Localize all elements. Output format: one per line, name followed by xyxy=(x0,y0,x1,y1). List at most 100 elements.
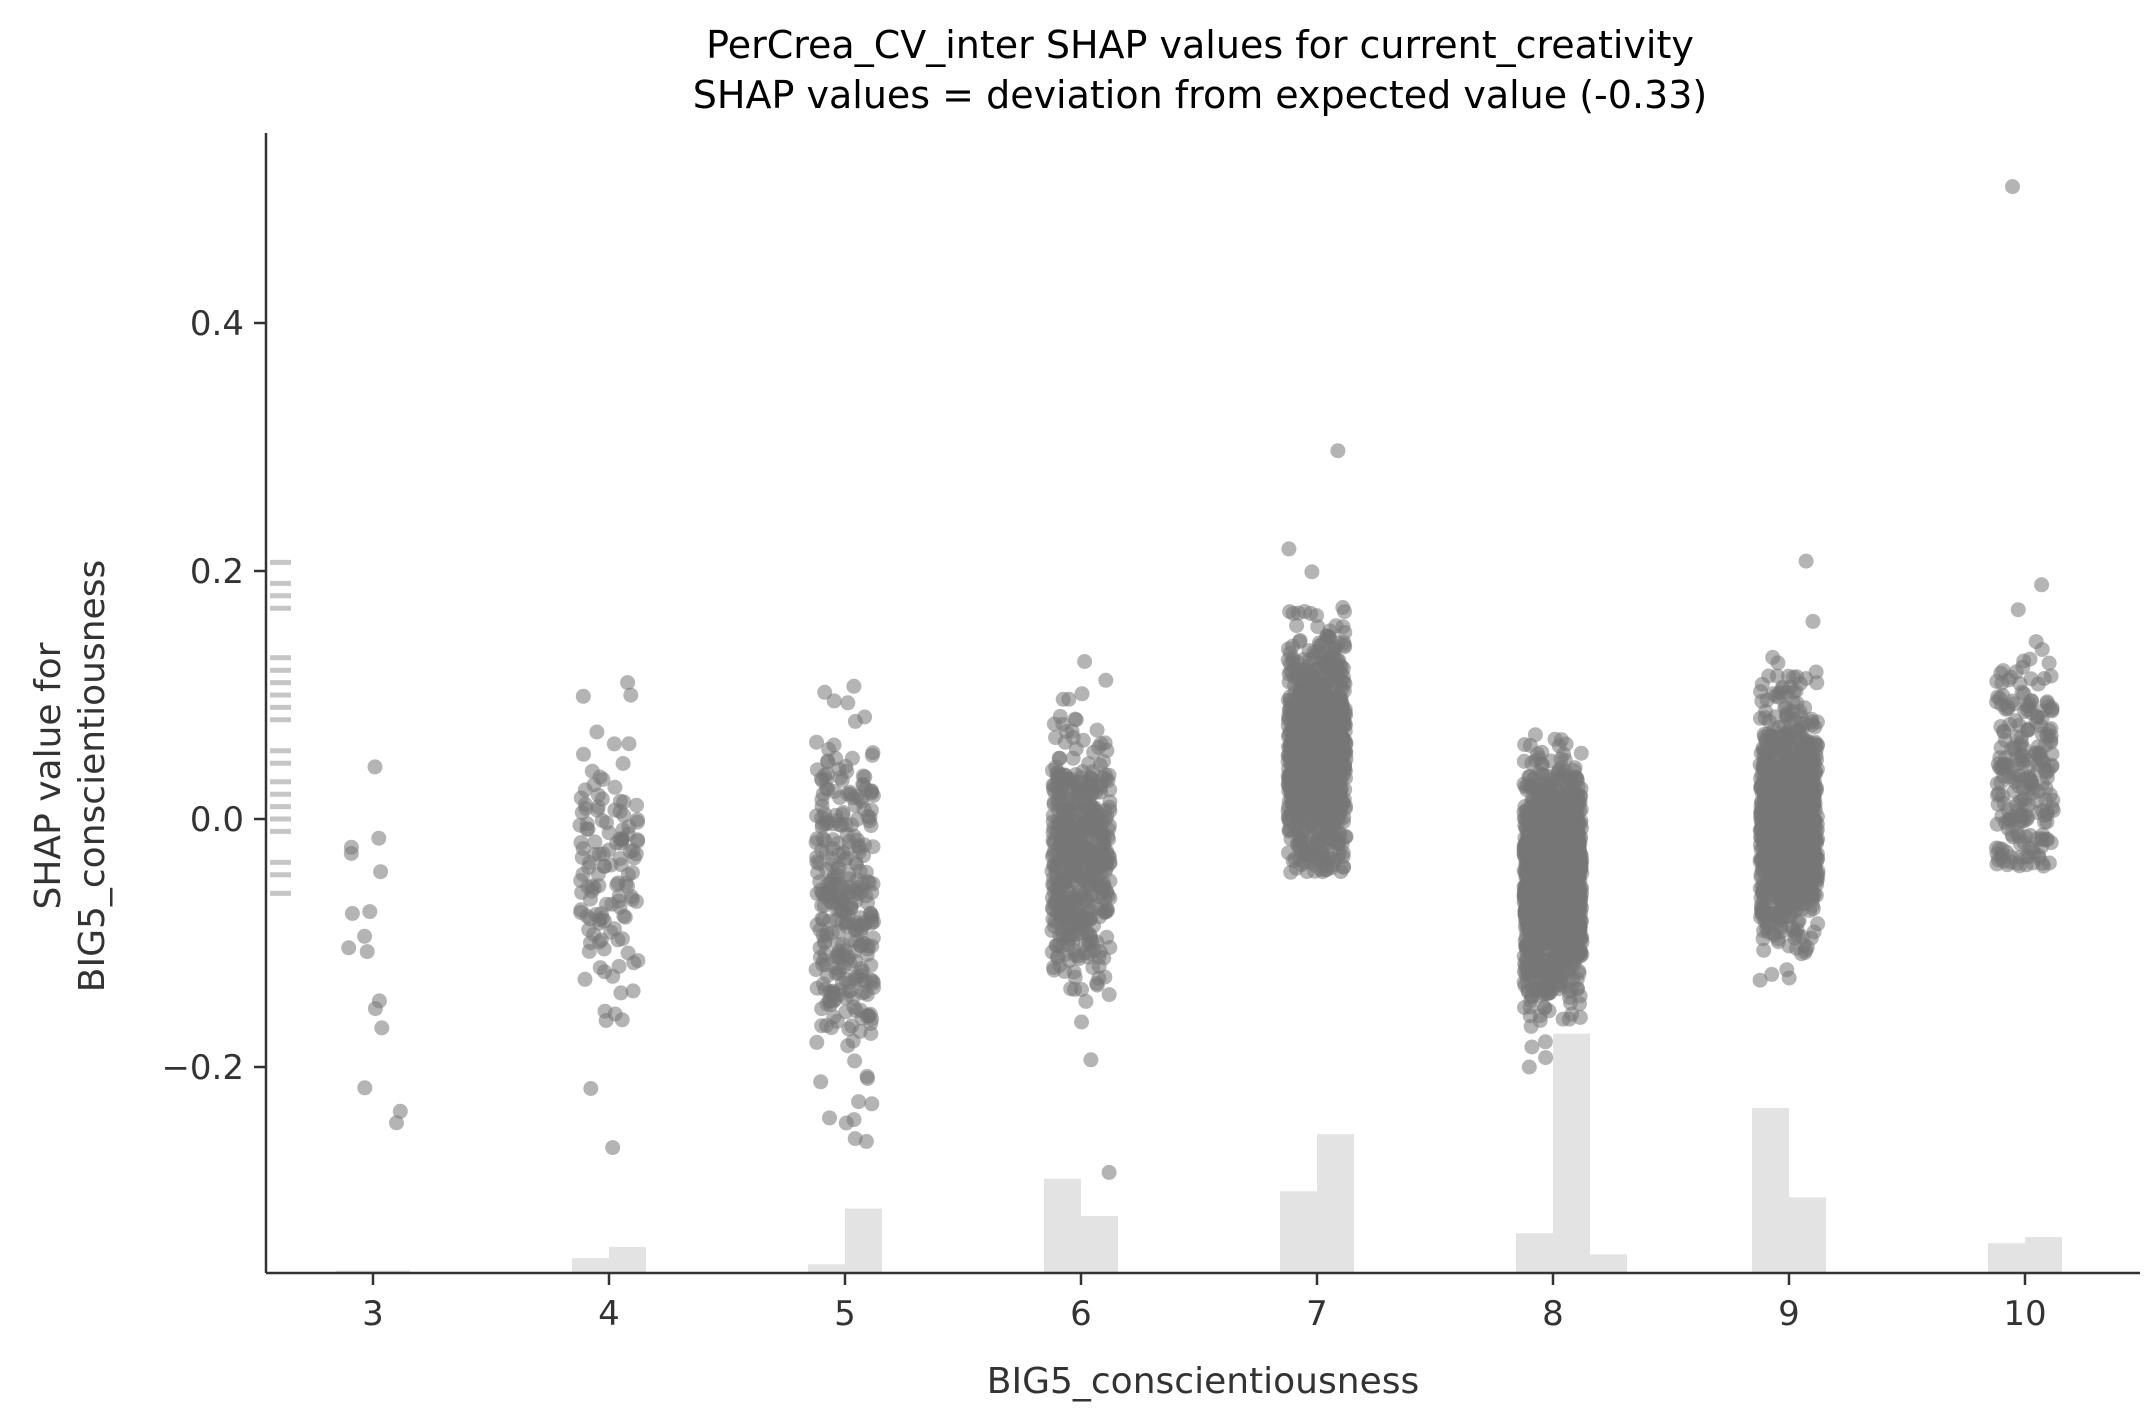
data-point xyxy=(1101,987,1117,1003)
data-point xyxy=(860,895,875,911)
histogram-bar-10-left xyxy=(1988,1243,2025,1273)
data-point xyxy=(574,885,590,900)
data-point xyxy=(858,1133,874,1149)
histogram-bar-8-extra xyxy=(1590,1254,1627,1273)
data-point xyxy=(863,1026,879,1041)
data-point xyxy=(1330,443,1346,459)
data-point xyxy=(344,906,360,921)
data-point xyxy=(1045,777,1061,793)
data-point xyxy=(830,888,846,904)
data-point xyxy=(1284,664,1300,680)
data-point xyxy=(586,880,602,896)
data-point xyxy=(1045,825,1061,841)
data-point xyxy=(589,724,605,740)
data-point xyxy=(1570,981,1586,997)
data-point xyxy=(864,1096,880,1112)
data-point xyxy=(596,941,612,957)
data-point xyxy=(1805,613,1821,629)
data-point xyxy=(818,957,834,973)
data-point xyxy=(837,852,853,868)
data-point xyxy=(1098,672,1114,688)
data-point xyxy=(1556,978,1572,994)
data-point xyxy=(371,993,387,1009)
data-point xyxy=(859,1068,875,1084)
data-point xyxy=(1068,712,1084,728)
data-point xyxy=(371,830,387,846)
histogram-bar-8-right xyxy=(1553,1033,1590,1273)
data-point xyxy=(357,1080,373,1096)
data-point xyxy=(1074,1014,1089,1030)
data-point xyxy=(1555,1011,1571,1027)
data-point xyxy=(614,832,630,848)
data-point xyxy=(1066,964,1082,980)
data-point xyxy=(620,675,636,691)
data-point xyxy=(1072,882,1087,898)
data-point xyxy=(839,827,855,843)
data-point xyxy=(814,792,830,808)
data-point xyxy=(840,695,856,711)
data-point xyxy=(573,835,589,851)
histogram-bar-9-left xyxy=(1752,1108,1789,1273)
data-point xyxy=(1782,679,1798,695)
histogram-bar-6-left xyxy=(1044,1178,1081,1273)
data-point xyxy=(841,949,857,965)
data-point xyxy=(590,787,606,803)
data-point xyxy=(1569,773,1585,789)
data-point xyxy=(1335,714,1351,730)
data-point xyxy=(581,943,597,959)
data-point xyxy=(577,971,593,987)
rug-layer xyxy=(270,559,291,896)
data-point xyxy=(1055,930,1071,946)
data-point xyxy=(1790,914,1806,930)
data-point xyxy=(581,859,597,875)
data-point xyxy=(578,801,594,816)
data-point xyxy=(601,842,617,858)
data-point xyxy=(854,876,870,892)
data-point xyxy=(813,1074,829,1090)
data-point xyxy=(1302,822,1318,838)
data-point xyxy=(1522,768,1538,784)
data-point xyxy=(1573,847,1589,863)
data-point xyxy=(1325,657,1341,673)
chart-subtitle: SHAP values = deviation from expected va… xyxy=(693,73,1707,117)
data-point xyxy=(816,976,831,992)
histogram-bar-4-right xyxy=(609,1246,646,1273)
data-point xyxy=(1530,929,1546,945)
data-point xyxy=(814,819,830,835)
data-point xyxy=(1083,932,1099,948)
data-point xyxy=(1516,810,1532,826)
data-point xyxy=(1089,722,1105,738)
data-point xyxy=(1292,736,1307,752)
data-point xyxy=(583,1081,599,1096)
data-point xyxy=(1281,823,1297,839)
data-point xyxy=(579,821,595,837)
data-point xyxy=(818,861,834,877)
data-point xyxy=(341,940,357,956)
data-point xyxy=(857,709,873,725)
data-point xyxy=(1335,795,1351,811)
data-point xyxy=(630,833,646,849)
data-point xyxy=(843,897,859,913)
data-point xyxy=(1573,745,1589,761)
histogram-bar-9-right xyxy=(1789,1197,1826,1273)
data-point xyxy=(847,1053,863,1069)
data-point xyxy=(1063,981,1079,997)
data-point xyxy=(1337,782,1353,798)
data-point xyxy=(821,741,837,757)
data-point xyxy=(1093,777,1109,793)
data-point xyxy=(586,927,602,942)
data-point xyxy=(820,754,836,770)
data-point xyxy=(1070,781,1086,797)
data-point xyxy=(343,846,359,861)
data-point xyxy=(389,1115,404,1131)
data-point xyxy=(1330,748,1346,764)
data-point xyxy=(1093,834,1109,850)
data-point xyxy=(620,878,635,894)
data-point xyxy=(1060,791,1076,807)
data-point xyxy=(1061,908,1076,924)
data-point xyxy=(367,759,383,775)
histogram-layer xyxy=(336,1033,2062,1273)
data-point xyxy=(1808,664,1824,680)
data-point xyxy=(613,985,629,1001)
data-point xyxy=(1284,698,1300,714)
